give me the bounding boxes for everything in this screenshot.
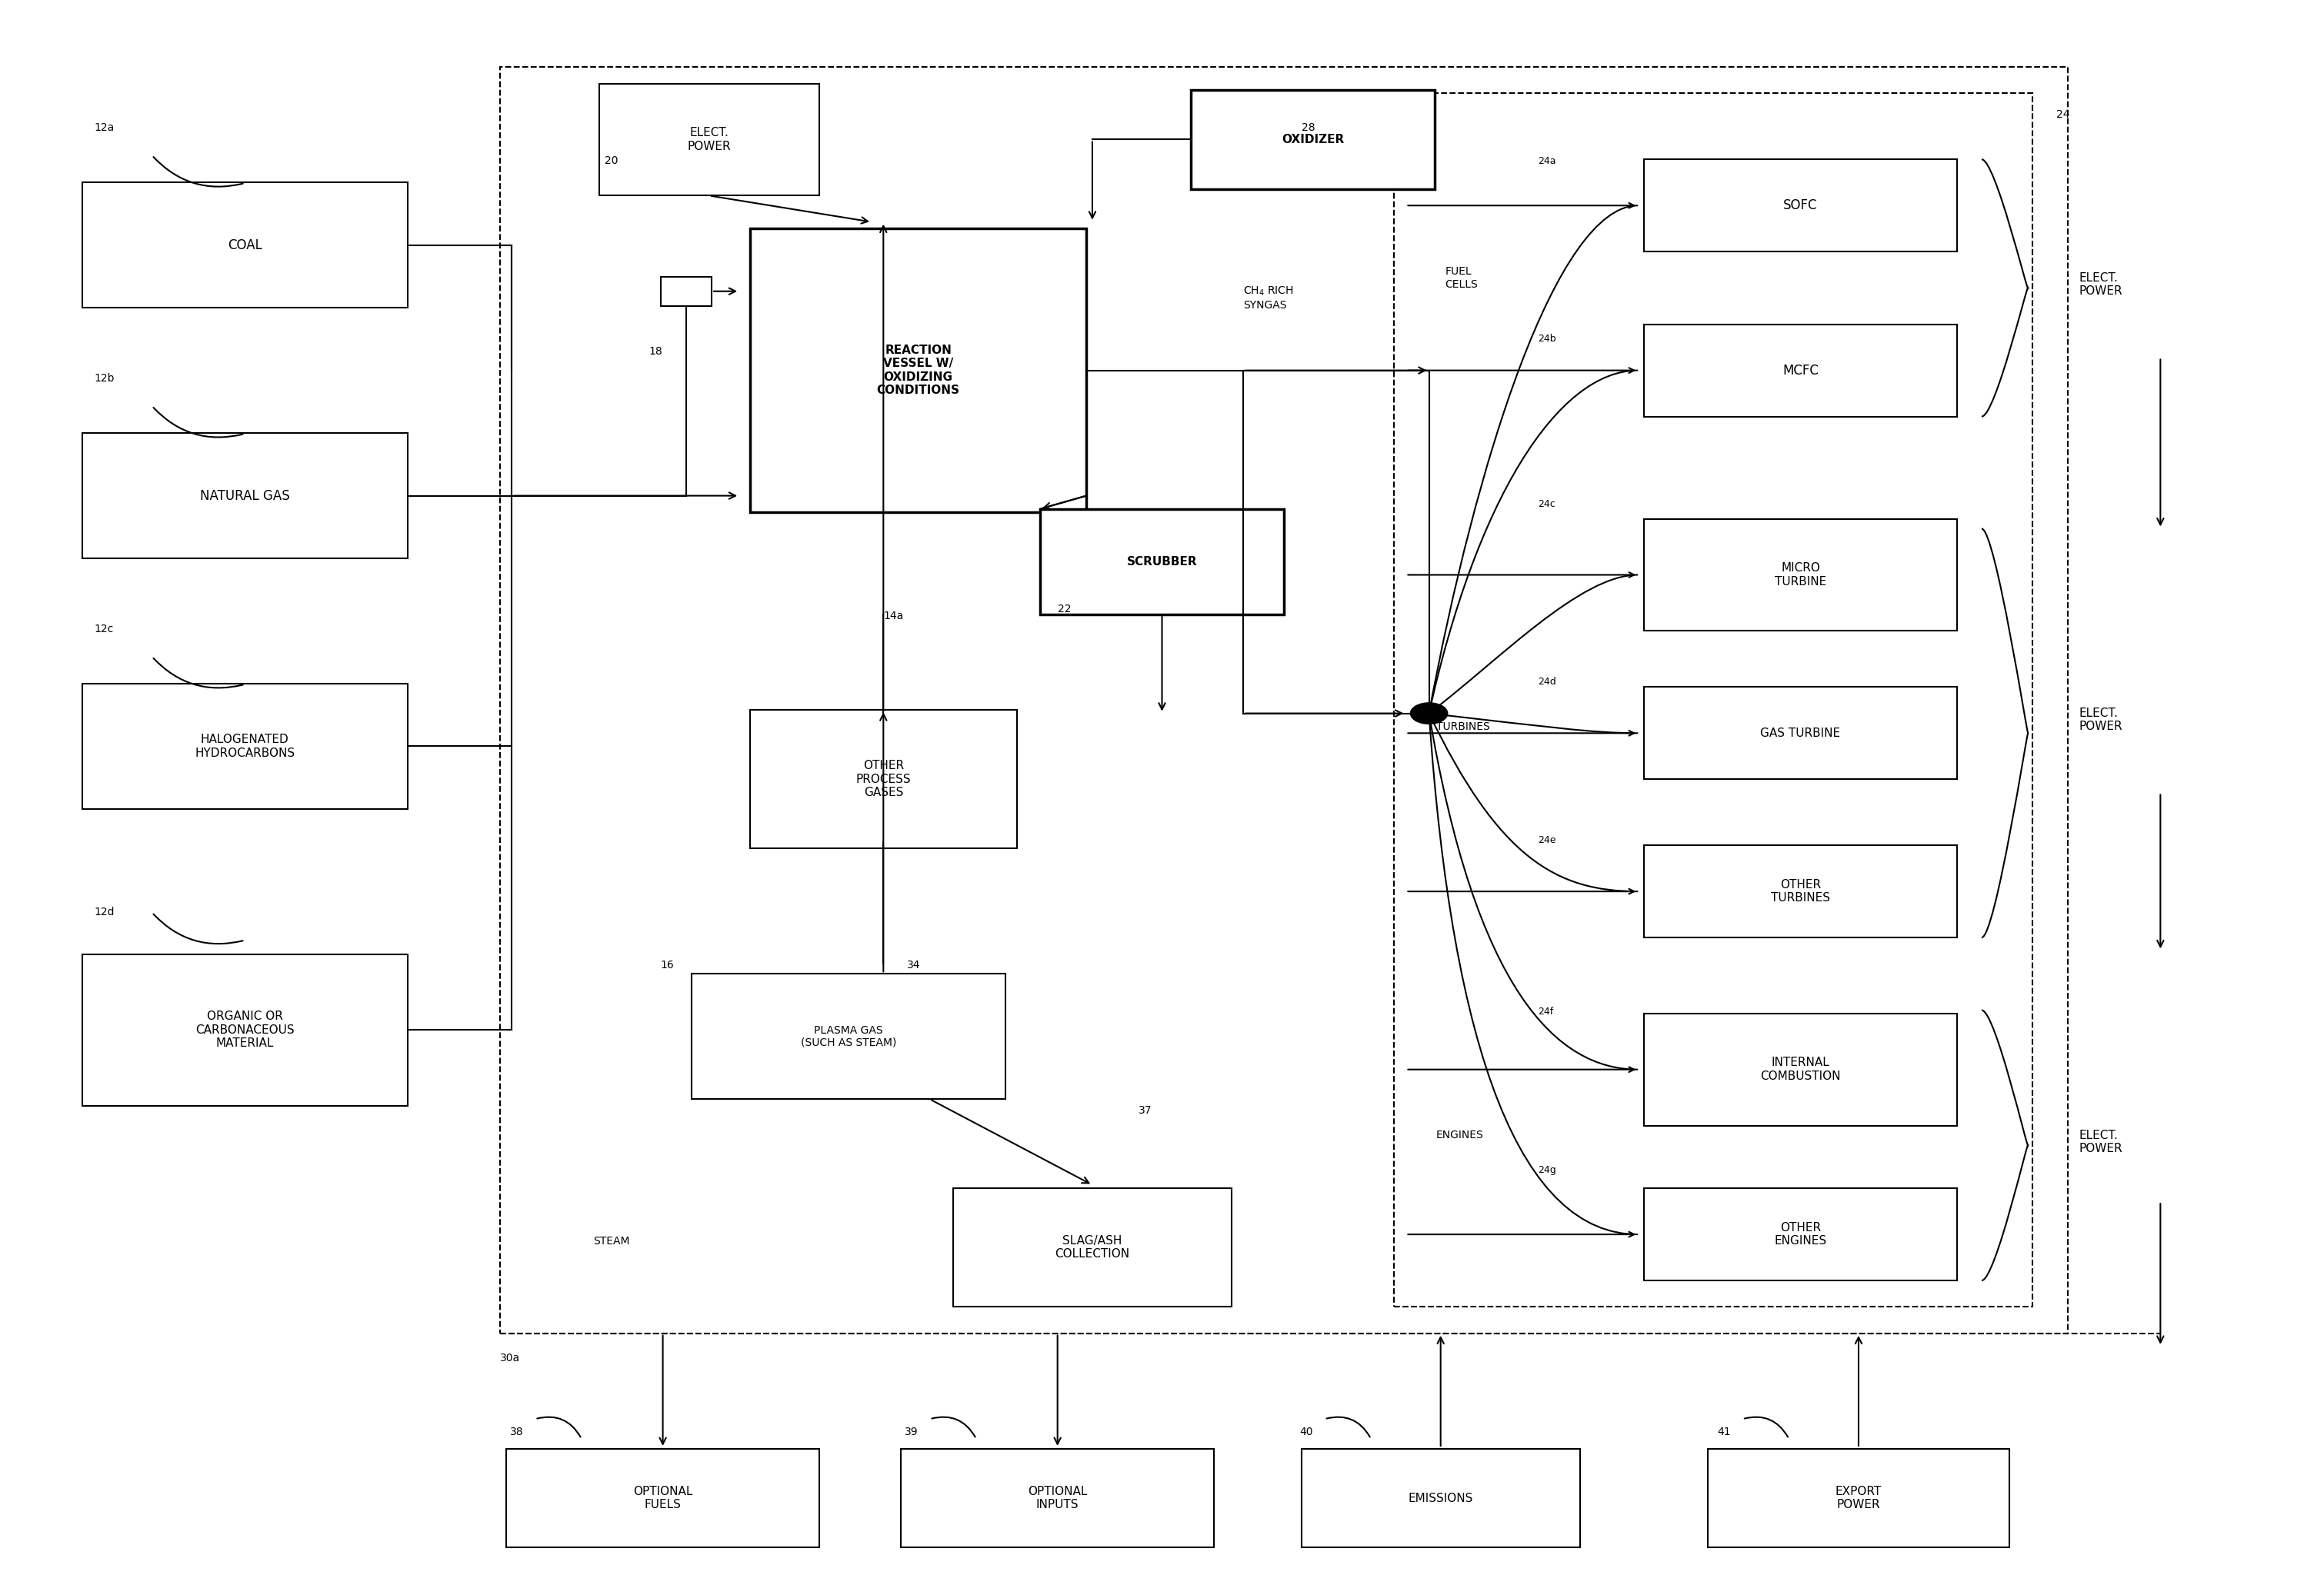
Text: ORGANIC OR
CARBONACEOUS
MATERIAL: ORGANIC OR CARBONACEOUS MATERIAL (195, 1011, 295, 1049)
FancyBboxPatch shape (1643, 1189, 1957, 1281)
Text: OTHER
PROCESS
GASES: OTHER PROCESS GASES (855, 761, 911, 799)
Text: SOFC: SOFC (1783, 198, 1817, 212)
Text: MICRO
TURBINE: MICRO TURBINE (1776, 563, 1827, 588)
FancyBboxPatch shape (693, 973, 1006, 1098)
Text: 12b: 12b (93, 372, 114, 384)
FancyBboxPatch shape (81, 683, 407, 808)
Text: CH$_4$ RICH
SYNGAS: CH$_4$ RICH SYNGAS (1243, 285, 1294, 311)
FancyBboxPatch shape (751, 710, 1018, 848)
Text: 40: 40 (1299, 1426, 1313, 1438)
Text: ENGINES: ENGINES (1436, 1130, 1483, 1141)
Text: 34: 34 (906, 961, 920, 970)
FancyBboxPatch shape (1643, 325, 1957, 417)
FancyBboxPatch shape (507, 1449, 820, 1547)
Text: 24c: 24c (1538, 499, 1555, 509)
FancyBboxPatch shape (660, 277, 711, 306)
Text: 24g: 24g (1538, 1165, 1557, 1174)
Text: OTHER
TURBINES: OTHER TURBINES (1771, 880, 1829, 903)
Text: 24: 24 (2057, 109, 2068, 120)
Text: PLASMA GAS
(SUCH AS STEAM): PLASMA GAS (SUCH AS STEAM) (802, 1025, 897, 1048)
Text: 22: 22 (1057, 604, 1071, 615)
Text: 24a: 24a (1538, 155, 1557, 166)
Text: 41: 41 (1717, 1426, 1731, 1438)
Text: 12a: 12a (93, 122, 114, 133)
Text: EXPORT
POWER: EXPORT POWER (1836, 1485, 1882, 1511)
Text: 24e: 24e (1538, 835, 1557, 845)
Text: 28: 28 (1301, 122, 1315, 133)
FancyBboxPatch shape (1643, 845, 1957, 938)
FancyBboxPatch shape (1643, 686, 1957, 780)
FancyBboxPatch shape (1643, 1013, 1957, 1125)
Text: 18: 18 (648, 347, 662, 357)
FancyBboxPatch shape (1643, 160, 1957, 252)
Text: 37: 37 (1139, 1105, 1153, 1116)
Text: 38: 38 (509, 1426, 523, 1438)
Text: EMISSIONS: EMISSIONS (1408, 1493, 1473, 1504)
Text: GAS TURBINE: GAS TURBINE (1762, 728, 1841, 739)
Text: HALOGENATED
HYDROCARBONS: HALOGENATED HYDROCARBONS (195, 734, 295, 759)
FancyBboxPatch shape (751, 228, 1088, 512)
Text: ELECT.
POWER: ELECT. POWER (688, 127, 732, 152)
Text: 14a: 14a (883, 610, 904, 621)
Text: SLAG/ASH
COLLECTION: SLAG/ASH COLLECTION (1055, 1235, 1129, 1260)
Circle shape (1411, 702, 1448, 724)
Text: STEAM: STEAM (593, 1236, 630, 1246)
Text: OPTIONAL
INPUTS: OPTIONAL INPUTS (1027, 1485, 1088, 1511)
Text: OPTIONAL
FUELS: OPTIONAL FUELS (632, 1485, 693, 1511)
FancyBboxPatch shape (600, 84, 820, 195)
Text: FUEL
CELLS: FUEL CELLS (1446, 266, 1478, 290)
FancyBboxPatch shape (81, 433, 407, 558)
Text: ELECT.
POWER: ELECT. POWER (2080, 273, 2122, 296)
FancyBboxPatch shape (902, 1449, 1213, 1547)
Text: 12d: 12d (93, 907, 114, 918)
FancyBboxPatch shape (953, 1189, 1232, 1308)
Text: ELECT.
POWER: ELECT. POWER (2080, 1130, 2122, 1154)
FancyBboxPatch shape (81, 954, 407, 1106)
Text: OXIDIZER: OXIDIZER (1281, 133, 1343, 146)
FancyBboxPatch shape (1190, 90, 1434, 189)
Text: 24f: 24f (1538, 1006, 1555, 1016)
Text: ELECT.
POWER: ELECT. POWER (2080, 707, 2122, 732)
Text: 24b: 24b (1538, 334, 1557, 344)
FancyBboxPatch shape (1708, 1449, 2010, 1547)
Text: NATURAL GAS: NATURAL GAS (200, 488, 290, 502)
Text: INTERNAL
COMBUSTION: INTERNAL COMBUSTION (1759, 1057, 1841, 1083)
Text: SCRUBBER: SCRUBBER (1127, 556, 1197, 567)
Text: 12c: 12c (93, 623, 114, 634)
Text: COAL: COAL (228, 238, 263, 252)
Text: 30a: 30a (500, 1354, 521, 1363)
FancyBboxPatch shape (1301, 1449, 1580, 1547)
Text: OTHER
ENGINES: OTHER ENGINES (1773, 1222, 1827, 1247)
Text: 24d: 24d (1538, 677, 1557, 686)
FancyBboxPatch shape (1643, 518, 1957, 631)
Text: 39: 39 (904, 1426, 918, 1438)
Text: 20: 20 (604, 155, 618, 166)
Text: REACTION
VESSEL W/
OXIDIZING
CONDITIONS: REACTION VESSEL W/ OXIDIZING CONDITIONS (876, 344, 960, 396)
FancyBboxPatch shape (1041, 509, 1283, 615)
Text: TURBINES: TURBINES (1436, 721, 1490, 732)
Text: 16: 16 (660, 961, 674, 970)
FancyBboxPatch shape (81, 182, 407, 307)
Text: MCFC: MCFC (1783, 363, 1820, 377)
